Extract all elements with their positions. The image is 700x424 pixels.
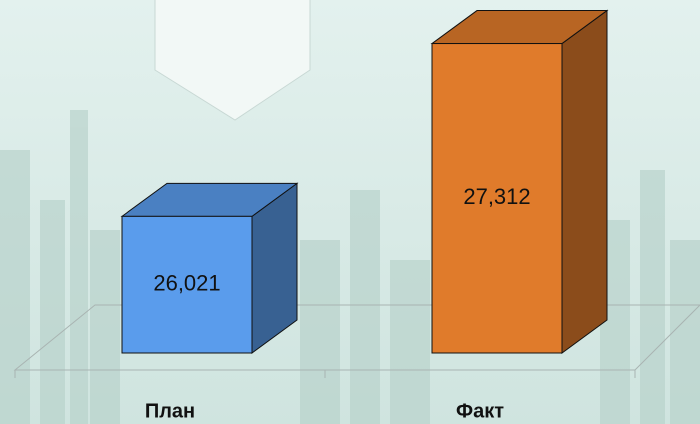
value-label: 27,312: [463, 184, 530, 209]
bar-side: [561, 9, 608, 354]
decor-cube: [154, 0, 311, 121]
x-tick-label: План: [145, 400, 195, 422]
bar: [120, 182, 299, 354]
bar: [430, 9, 609, 354]
bar-front: [431, 43, 563, 354]
bar-front: [121, 215, 253, 354]
x-tick-label: Факт: [456, 400, 504, 422]
value-label: 26,021: [153, 270, 220, 295]
floor: [13, 304, 700, 371]
